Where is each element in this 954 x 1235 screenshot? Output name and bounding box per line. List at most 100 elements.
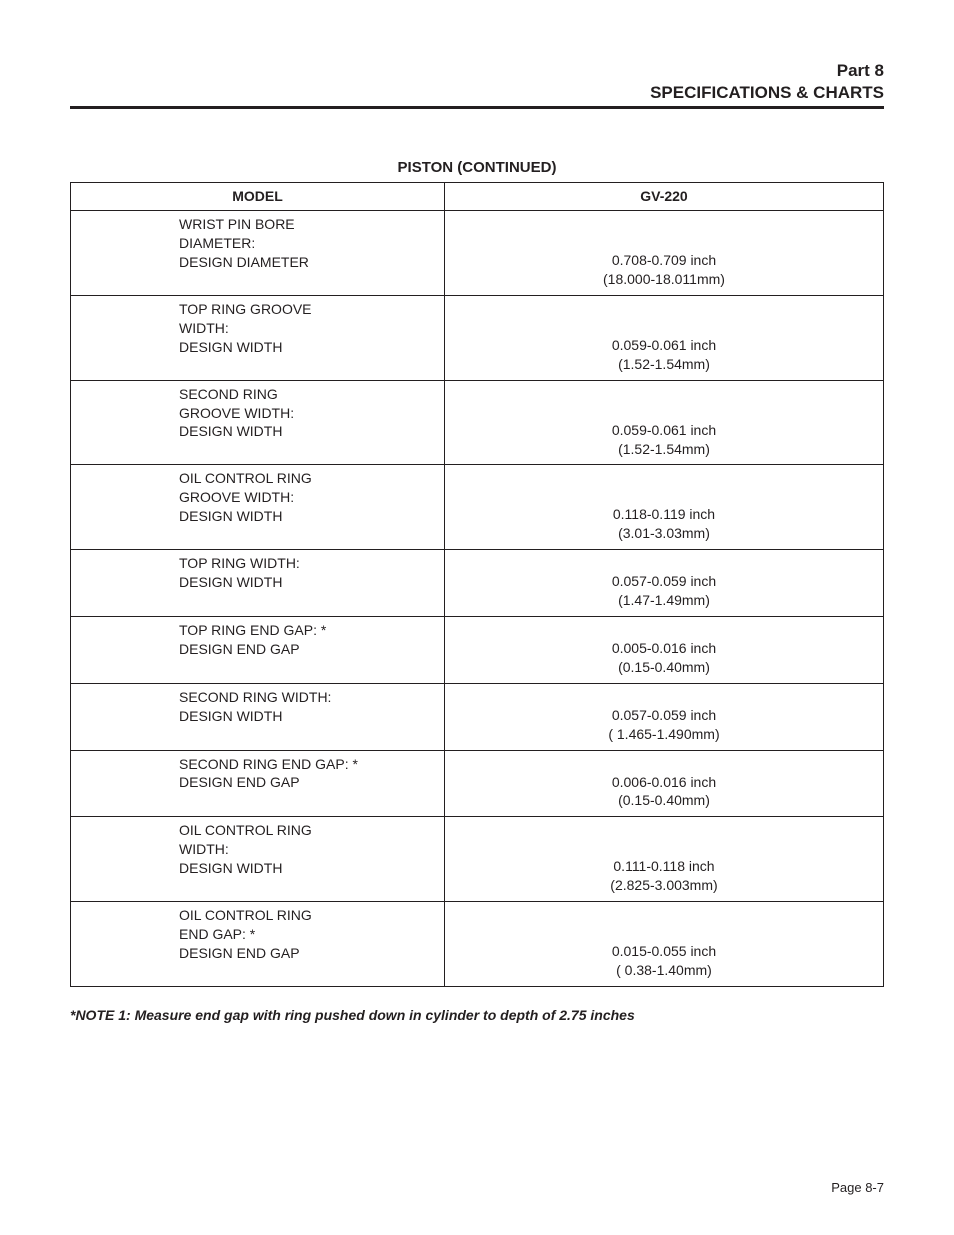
spec-label-cell: OIL CONTROL RINGGROOVE WIDTH:DESIGN WIDT… xyxy=(71,465,445,550)
spec-label-line: GROOVE WIDTH: xyxy=(179,404,436,423)
spec-label-line: DESIGN WIDTH xyxy=(179,507,436,526)
spec-value-line: (18.000-18.011mm) xyxy=(453,270,875,289)
table-row: OIL CONTROL RINGEND GAP: *DESIGN END GAP… xyxy=(71,902,884,987)
spec-label-line: OIL CONTROL RING xyxy=(179,821,436,840)
spec-value-cell: 0.708-0.709 inch(18.000-18.011mm) xyxy=(444,211,883,296)
value-pad xyxy=(453,318,875,336)
table-row: TOP RING END GAP: *DESIGN END GAP0.005-0… xyxy=(71,616,884,683)
spec-label-line: DESIGN WIDTH xyxy=(179,859,436,878)
spec-label-line: DIAMETER: xyxy=(179,234,436,253)
spec-value-line: ( 1.465-1.490mm) xyxy=(453,725,875,744)
spec-value-cell: 0.059-0.061 inch(1.52-1.54mm) xyxy=(444,380,883,465)
table-row: TOP RING GROOVEWIDTH:DESIGN WIDTH0.059-0… xyxy=(71,295,884,380)
table-row: SECOND RING WIDTH:DESIGN WIDTH0.057-0.05… xyxy=(71,683,884,750)
value-pad xyxy=(453,215,875,233)
spec-value-line: 0.708-0.709 inch xyxy=(453,251,875,270)
spec-label-line: TOP RING END GAP: * xyxy=(179,621,436,640)
spec-value-line: (0.15-0.40mm) xyxy=(453,658,875,677)
table-row: WRIST PIN BOREDIAMETER:DESIGN DIAMETER0.… xyxy=(71,211,884,296)
spec-label-cell: SECOND RINGGROOVE WIDTH:DESIGN WIDTH xyxy=(71,380,445,465)
spec-label-line: DESIGN WIDTH xyxy=(179,707,436,726)
spec-label-line: END GAP: * xyxy=(179,925,436,944)
spec-label-cell: TOP RING END GAP: *DESIGN END GAP xyxy=(71,616,445,683)
spec-label-line: DESIGN WIDTH xyxy=(179,338,436,357)
page-header: Part 8 SPECIFICATIONS & CHARTS xyxy=(70,60,884,109)
table-row: OIL CONTROL RINGWIDTH:DESIGN WIDTH0.111-… xyxy=(71,817,884,902)
spec-label-cell: OIL CONTROL RINGWIDTH:DESIGN WIDTH xyxy=(71,817,445,902)
spec-table: MODEL GV-220 WRIST PIN BOREDIAMETER:DESI… xyxy=(70,182,884,987)
spec-value-line: (1.52-1.54mm) xyxy=(453,440,875,459)
spec-value-line: 0.057-0.059 inch xyxy=(453,706,875,725)
page-number: Page 8-7 xyxy=(831,1180,884,1195)
spec-value-line: (0.15-0.40mm) xyxy=(453,791,875,810)
value-pad xyxy=(453,621,875,639)
spec-label-line: WRIST PIN BORE xyxy=(179,215,436,234)
table-row: SECOND RINGGROOVE WIDTH:DESIGN WIDTH0.05… xyxy=(71,380,884,465)
spec-label-line: DESIGN END GAP xyxy=(179,640,436,659)
spec-label-line: DESIGN WIDTH xyxy=(179,422,436,441)
spec-label-line: SECOND RING xyxy=(179,385,436,404)
spec-value-cell: 0.015-0.055 inch( 0.38-1.40mm) xyxy=(444,902,883,987)
spec-value-line: (2.825-3.003mm) xyxy=(453,876,875,895)
spec-value-line: 0.005-0.016 inch xyxy=(453,639,875,658)
page: Part 8 SPECIFICATIONS & CHARTS PISTON (C… xyxy=(0,0,954,1235)
spec-value-line: 0.057-0.059 inch xyxy=(453,572,875,591)
spec-value-line: 0.015-0.055 inch xyxy=(453,942,875,961)
spec-value-cell: 0.057-0.059 inch(1.47-1.49mm) xyxy=(444,550,883,617)
value-pad xyxy=(453,233,875,251)
value-pad xyxy=(453,487,875,505)
value-pad xyxy=(453,821,875,839)
footnote: *NOTE 1: Measure end gap with ring pushe… xyxy=(70,1007,884,1023)
table-row: OIL CONTROL RINGGROOVE WIDTH:DESIGN WIDT… xyxy=(71,465,884,550)
value-pad xyxy=(453,924,875,942)
spec-value-cell: 0.059-0.061 inch(1.52-1.54mm) xyxy=(444,295,883,380)
spec-value-cell: 0.111-0.118 inch(2.825-3.003mm) xyxy=(444,817,883,902)
spec-value-line: (3.01-3.03mm) xyxy=(453,524,875,543)
value-pad xyxy=(453,688,875,706)
spec-label-cell: OIL CONTROL RINGEND GAP: *DESIGN END GAP xyxy=(71,902,445,987)
value-pad xyxy=(453,755,875,773)
spec-label-cell: TOP RING WIDTH:DESIGN WIDTH xyxy=(71,550,445,617)
spec-value-cell: 0.005-0.016 inch(0.15-0.40mm) xyxy=(444,616,883,683)
col-header-model: MODEL xyxy=(71,183,445,211)
spec-label-line: DESIGN END GAP xyxy=(179,773,436,792)
spec-value-cell: 0.057-0.059 inch( 1.465-1.490mm) xyxy=(444,683,883,750)
spec-label-line: WIDTH: xyxy=(179,319,436,338)
table-row: SECOND RING END GAP: *DESIGN END GAP0.00… xyxy=(71,750,884,817)
table-header-row: MODEL GV-220 xyxy=(71,183,884,211)
spec-value-line: 0.111-0.118 inch xyxy=(453,857,875,876)
col-header-value: GV-220 xyxy=(444,183,883,211)
spec-label-line: GROOVE WIDTH: xyxy=(179,488,436,507)
header-part: Part 8 xyxy=(70,60,884,82)
spec-label-line: OIL CONTROL RING xyxy=(179,906,436,925)
spec-value-cell: 0.006-0.016 inch(0.15-0.40mm) xyxy=(444,750,883,817)
spec-label-line: SECOND RING WIDTH: xyxy=(179,688,436,707)
spec-label-line: OIL CONTROL RING xyxy=(179,469,436,488)
spec-value-line: ( 0.38-1.40mm) xyxy=(453,961,875,980)
table-title: PISTON (CONTINUED) xyxy=(70,159,884,176)
spec-value-line: (1.52-1.54mm) xyxy=(453,355,875,374)
value-pad xyxy=(453,469,875,487)
spec-label-line: TOP RING GROOVE xyxy=(179,300,436,319)
spec-value-line: 0.059-0.061 inch xyxy=(453,336,875,355)
header-section: SPECIFICATIONS & CHARTS xyxy=(70,82,884,104)
value-pad xyxy=(453,385,875,403)
spec-label-cell: SECOND RING WIDTH:DESIGN WIDTH xyxy=(71,683,445,750)
spec-label-line: TOP RING WIDTH: xyxy=(179,554,436,573)
spec-label-line: DESIGN DIAMETER xyxy=(179,253,436,272)
spec-label-cell: WRIST PIN BOREDIAMETER:DESIGN DIAMETER xyxy=(71,211,445,296)
spec-label-line: SECOND RING END GAP: * xyxy=(179,755,436,774)
spec-table-body: WRIST PIN BOREDIAMETER:DESIGN DIAMETER0.… xyxy=(71,211,884,987)
spec-value-line: (1.47-1.49mm) xyxy=(453,591,875,610)
spec-label-line: DESIGN END GAP xyxy=(179,944,436,963)
spec-label-cell: TOP RING GROOVEWIDTH:DESIGN WIDTH xyxy=(71,295,445,380)
spec-value-line: 0.118-0.119 inch xyxy=(453,505,875,524)
value-pad xyxy=(453,300,875,318)
spec-label-cell: SECOND RING END GAP: *DESIGN END GAP xyxy=(71,750,445,817)
spec-label-line: DESIGN WIDTH xyxy=(179,573,436,592)
value-pad xyxy=(453,839,875,857)
spec-label-line: WIDTH: xyxy=(179,840,436,859)
value-pad xyxy=(453,554,875,572)
spec-value-line: 0.006-0.016 inch xyxy=(453,773,875,792)
spec-value-cell: 0.118-0.119 inch(3.01-3.03mm) xyxy=(444,465,883,550)
